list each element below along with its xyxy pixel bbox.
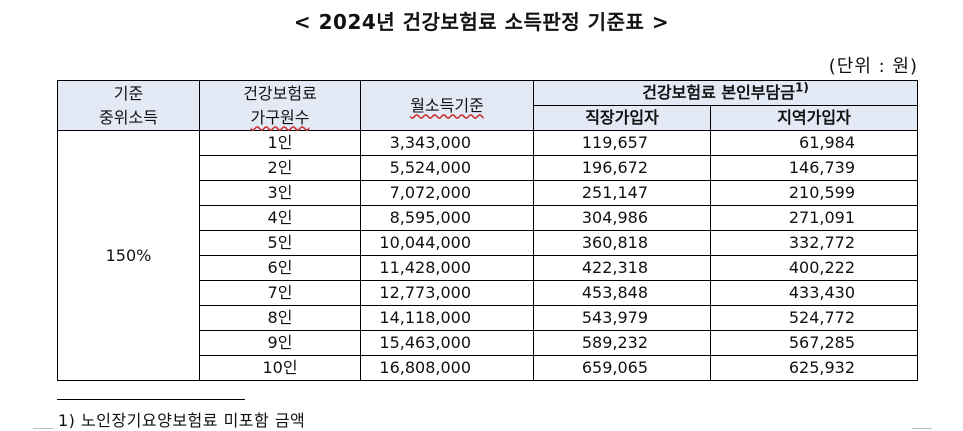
employee-premium-cell: 422,318 (533, 255, 711, 281)
employee-premium-cell: 251,147 (533, 180, 711, 206)
header-premium-group: 건강보험료 본인부담금1) (533, 80, 918, 106)
household-size-cell: 4인 (199, 205, 361, 231)
household-size-cell: 3인 (199, 180, 361, 206)
table-row: 2인 5,524,000 196,672 146,739 (58, 155, 918, 181)
employee-premium-cell: 196,672 (533, 155, 711, 181)
monthly-income-cell: 3,343,000 (360, 130, 534, 156)
table-row: 7인 12,773,000 453,848 433,430 (58, 280, 918, 306)
table-row: 5인 10,044,000 360,818 332,772 (58, 230, 918, 256)
monthly-income-cell: 5,524,000 (360, 155, 534, 181)
table-row: 10인 16,808,000 659,065 625,932 (58, 355, 918, 381)
household-size-cell: 9인 (199, 330, 361, 356)
table-row: 4인 8,595,000 304,986 271,091 (58, 205, 918, 231)
table-row: 6인 11,428,000 422,318 400,222 (58, 255, 918, 281)
household-size-cell: 7인 (199, 280, 361, 306)
median-income-group-cell: 150% (57, 130, 200, 381)
employee-premium-cell: 119,657 (533, 130, 711, 156)
household-size-cell: 10인 (199, 355, 361, 381)
header-household-line1: 건강보험료 (243, 83, 317, 103)
document-title: < 2024년 건강보험료 소득판정 기준표 > (293, 10, 670, 34)
household-size-cell: 2인 (199, 155, 361, 181)
regional-premium-cell: 146,739 (710, 155, 918, 181)
table-body: 150% 1인 3,343,000 119,657 61,984 2인 5,524,000 1… (57, 130, 918, 381)
monthly-income-cell: 8,595,000 (360, 205, 534, 231)
employee-premium-cell: 360,818 (533, 230, 711, 256)
header-monthly-income: 월소득기준 (360, 80, 534, 131)
regional-premium-cell: 433,430 (710, 280, 918, 306)
header-regional: 지역가입자 (710, 105, 918, 131)
header-median-income-line1: 기준 (113, 83, 144, 103)
table-row: 150% 1인 3,343,000 119,657 61,984 (57, 130, 918, 381)
footnote-ref: 1) (794, 80, 809, 95)
income-criteria-table: 기준 중위소득 건강보험료 가구원수 월소득기준 건강보험료 본인부담금1) 직… (57, 80, 918, 381)
footnote-divider (57, 399, 245, 400)
employee-premium-cell: 589,232 (533, 330, 711, 356)
monthly-income-cell: 7,072,000 (360, 180, 534, 206)
regional-premium-cell: 61,984 (710, 130, 918, 156)
regional-premium-cell: 400,222 (710, 255, 918, 281)
regional-premium-cell: 524,772 (710, 305, 918, 331)
regional-premium-cell: 332,772 (710, 230, 918, 256)
footnote: 1) 노인장기요양보험료 미포함 금액 (58, 407, 305, 431)
employee-premium-cell: 543,979 (533, 305, 711, 331)
monthly-income-cell: 14,118,000 (360, 305, 534, 331)
header-employee: 직장가입자 (533, 105, 711, 131)
table-row: 9인 15,463,000 589,232 567,285 (58, 330, 918, 356)
regional-premium-cell: 625,932 (710, 355, 918, 381)
footnote-text: 1) 노인장기요양보험료 미포함 금액 (58, 411, 306, 430)
header-median-income: 기준 중위소득 (57, 80, 200, 131)
monthly-income-cell: 10,044,000 (360, 230, 534, 256)
monthly-income-cell: 16,808,000 (360, 355, 534, 381)
monthly-income-cell: 15,463,000 (360, 330, 534, 356)
monthly-income-cell: 12,773,000 (360, 280, 534, 306)
household-size-cell: 8인 (199, 305, 361, 331)
header-household-line2: 가구원수 (250, 107, 310, 127)
employee-premium-cell: 453,848 (533, 280, 711, 306)
header-median-income-line2: 중위소득 (99, 107, 158, 127)
employee-premium-cell: 659,065 (533, 355, 711, 381)
page-corner-mark-left (33, 428, 53, 429)
employee-premium-cell: 304,986 (533, 205, 711, 231)
regional-premium-cell: 210,599 (710, 180, 918, 206)
regional-premium-cell: 271,091 (710, 205, 918, 231)
household-size-cell: 5인 (199, 230, 361, 256)
table-row: 8인 14,118,000 543,979 524,772 (58, 305, 918, 331)
unit-label: (단위 : 원) (828, 56, 918, 77)
header-premium-group-text: 건강보험료 본인부담금 (642, 83, 795, 102)
regional-premium-cell: 567,285 (710, 330, 918, 356)
header-household: 건강보험료 가구원수 (199, 80, 361, 131)
monthly-income-cell: 11,428,000 (360, 255, 534, 281)
header-monthly-income-text: 월소득기준 (410, 95, 484, 115)
page-corner-mark-right (912, 428, 932, 429)
household-size-cell: 6인 (199, 255, 361, 281)
household-size-cell: 1인 (199, 130, 361, 156)
table-row: 3인 7,072,000 251,147 210,599 (58, 180, 918, 206)
